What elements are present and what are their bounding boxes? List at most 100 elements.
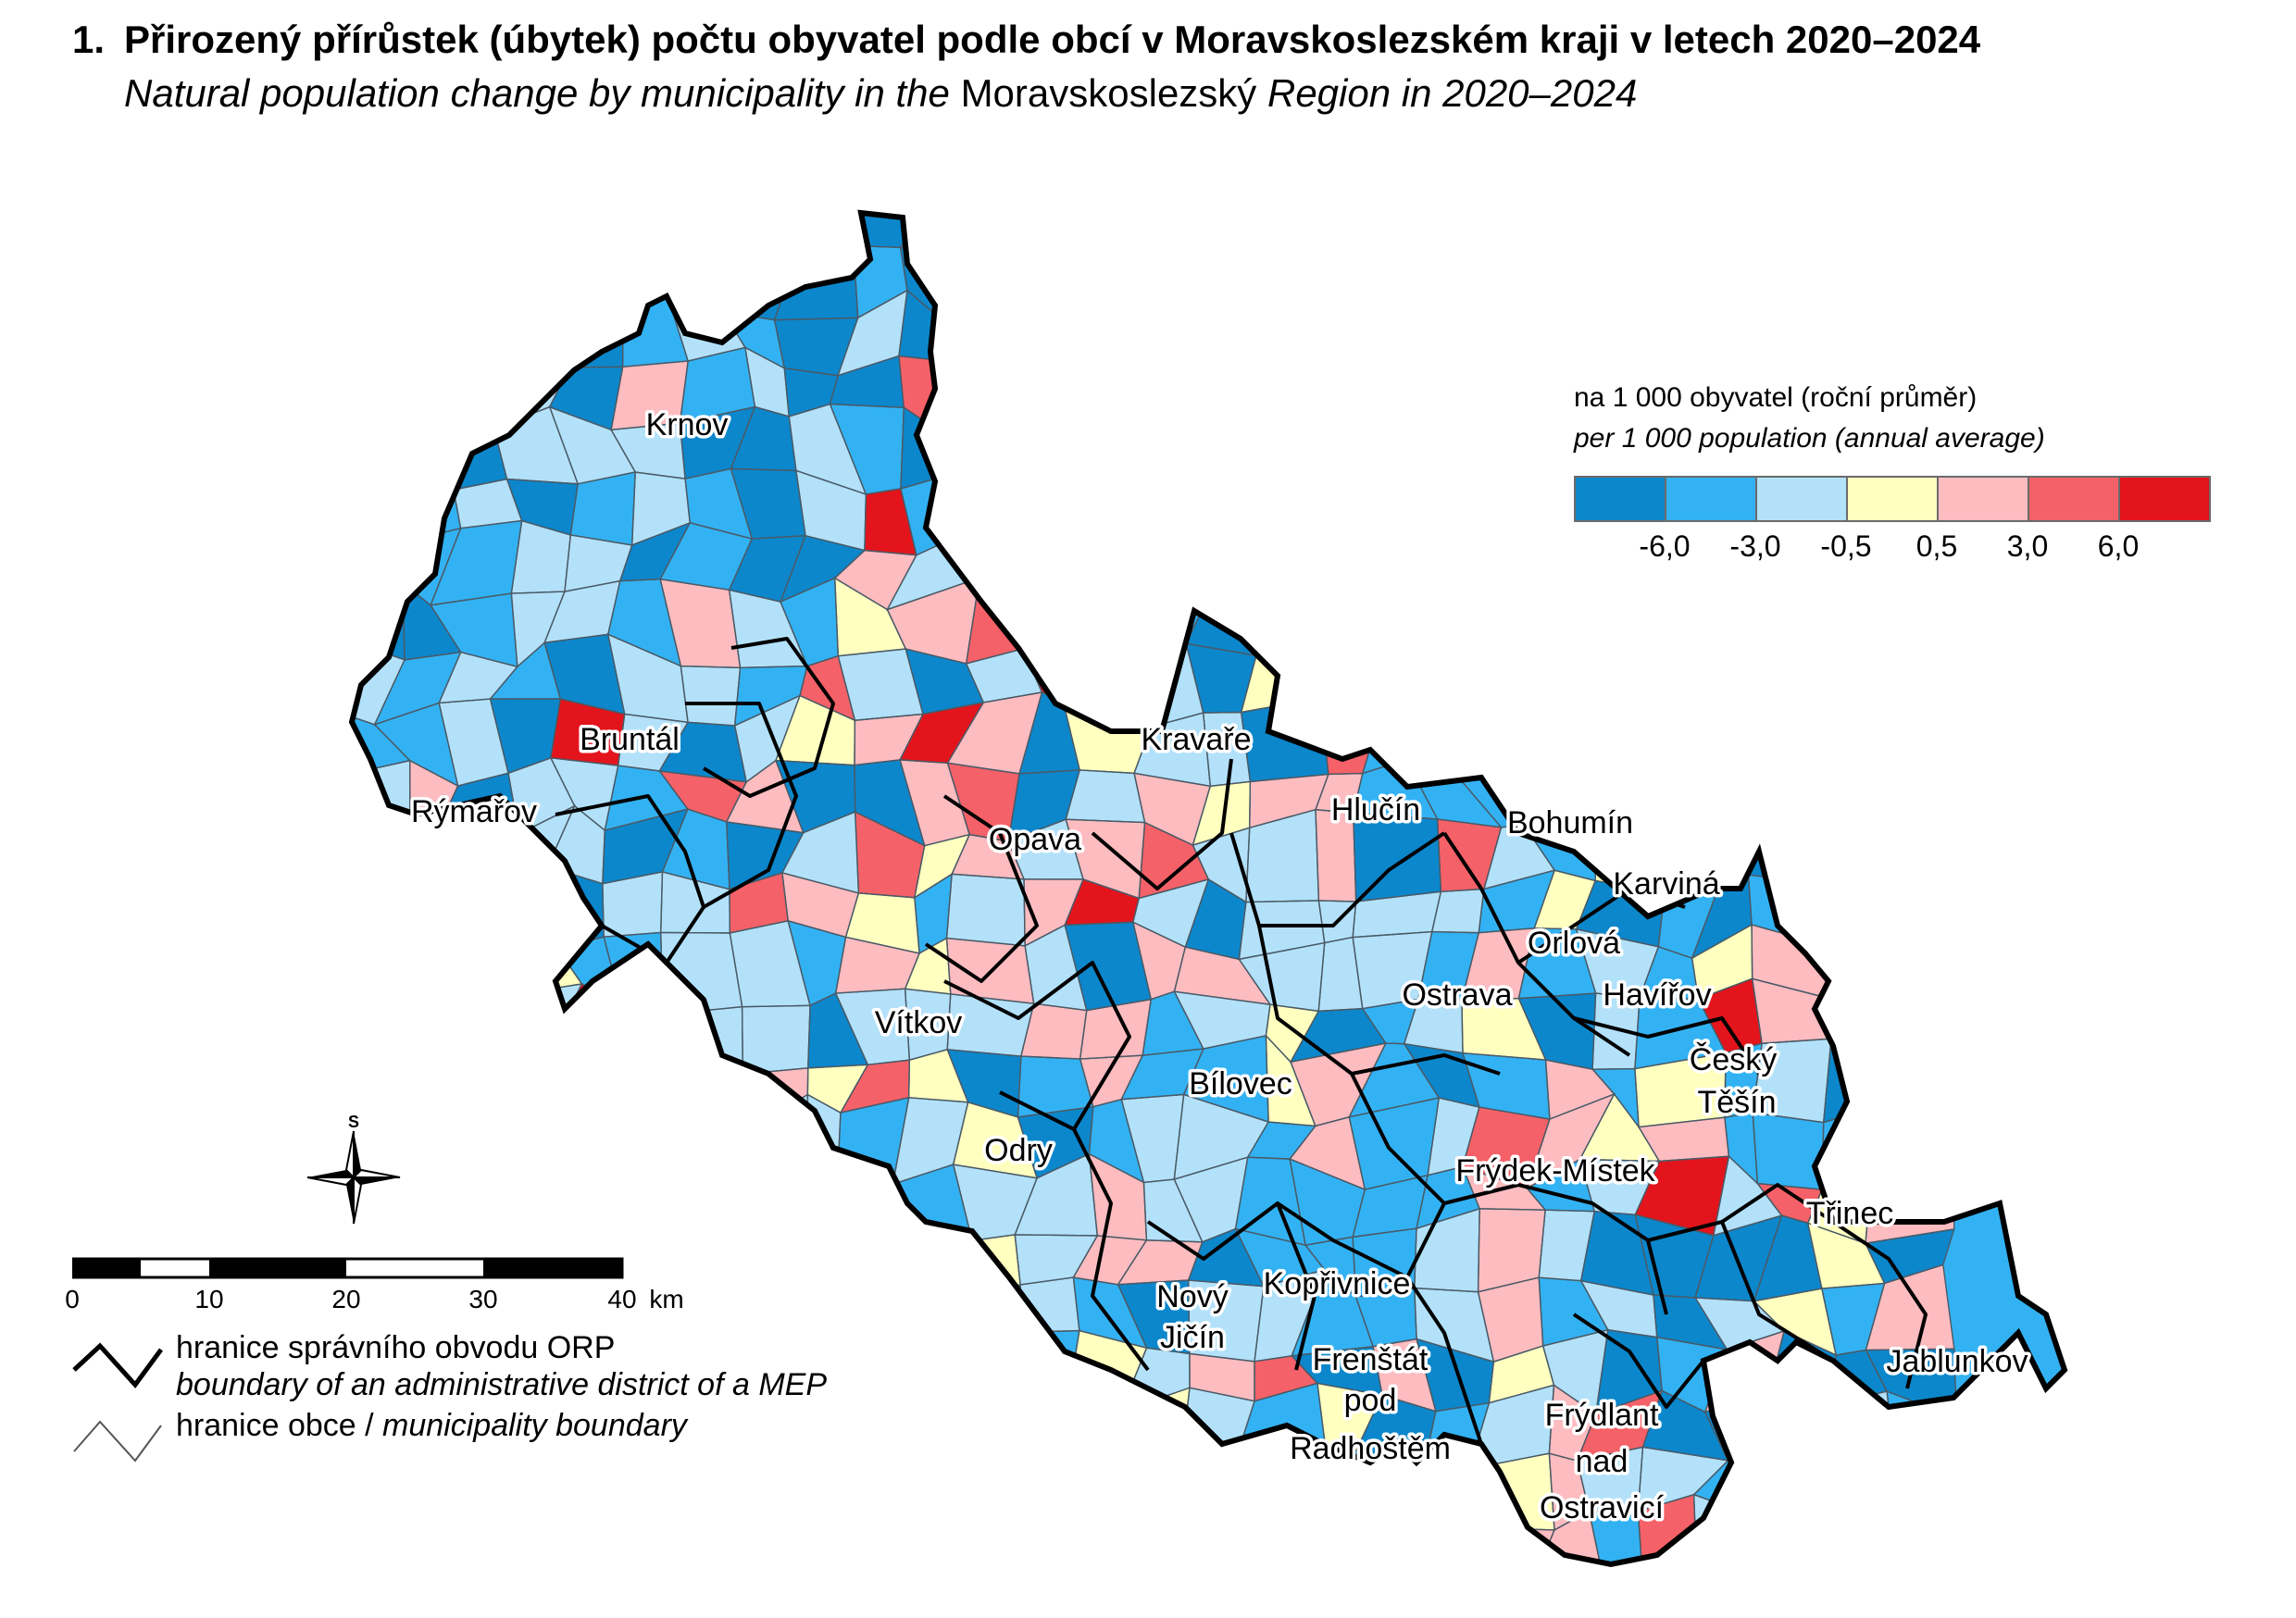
municipality-area xyxy=(1881,587,1950,659)
municipality-boundary xyxy=(1212,305,1264,372)
orp-boundary xyxy=(943,961,1131,1131)
municipality-area xyxy=(900,213,977,268)
municipality-area xyxy=(1119,1505,1205,1564)
municipality-area xyxy=(802,1287,845,1358)
municipality-boundary xyxy=(1255,236,1308,319)
municipality-area xyxy=(1092,290,1154,384)
municipality-boundary xyxy=(839,1356,925,1399)
municipality-area xyxy=(1764,635,1828,718)
municipality-boundary xyxy=(716,1504,802,1564)
municipality-area xyxy=(1576,928,1659,998)
municipality-area xyxy=(1751,778,1824,831)
municipality-area xyxy=(352,947,393,991)
municipality-boundary xyxy=(723,1284,813,1335)
municipality-area xyxy=(1233,1466,1329,1533)
municipality-area xyxy=(602,1170,684,1237)
municipality-area xyxy=(1249,774,1329,828)
municipality-area xyxy=(455,1163,521,1237)
municipality-area xyxy=(786,1437,846,1511)
municipality-boundary xyxy=(1404,690,1475,783)
municipality-boundary xyxy=(392,889,467,958)
municipality-area xyxy=(729,872,789,933)
municipality-boundary xyxy=(1582,302,1664,375)
municipality-area xyxy=(1353,931,1432,1009)
city-label: Karviná xyxy=(1613,866,1719,902)
municipality-area xyxy=(947,763,1020,841)
municipality-boundary xyxy=(1637,1493,1698,1564)
municipality-boundary xyxy=(1834,884,1891,949)
municipality-area xyxy=(1347,305,1414,353)
municipality-area xyxy=(952,1499,1035,1564)
municipality-boundary xyxy=(352,983,408,1052)
municipality-area xyxy=(660,522,753,591)
municipality-boundary xyxy=(552,1113,630,1181)
municipality-area xyxy=(1595,1329,1663,1414)
municipality-boundary xyxy=(1346,304,1415,353)
municipality-area xyxy=(1417,931,1479,1001)
municipality-boundary xyxy=(1575,213,1652,243)
municipality-area xyxy=(376,1445,436,1508)
municipality-area xyxy=(1315,809,1356,902)
municipality-area xyxy=(1527,588,1590,659)
municipality-area xyxy=(730,406,796,471)
municipality-boundary xyxy=(613,1036,676,1133)
municipality-area xyxy=(544,634,625,715)
municipality-area xyxy=(1532,242,1606,315)
municipality-area xyxy=(550,757,618,831)
municipality-boundary xyxy=(1256,528,1329,594)
municipality-area xyxy=(1152,323,1215,374)
municipality-area xyxy=(1257,529,1328,593)
municipality-area xyxy=(1874,1057,1924,1103)
municipality-area xyxy=(717,1437,796,1511)
municipality-area xyxy=(788,920,846,1006)
municipality-area xyxy=(1416,1338,1494,1412)
municipality-area xyxy=(726,821,804,890)
municipality-area xyxy=(662,809,730,890)
municipality-area xyxy=(1134,773,1211,846)
municipality-area xyxy=(666,1505,747,1564)
municipality-area xyxy=(659,770,747,822)
municipality-area xyxy=(742,1005,811,1075)
city-label: Bílovec xyxy=(1189,1066,1292,1101)
municipality-area xyxy=(1773,699,1828,782)
municipality-boundary xyxy=(1176,468,1271,555)
municipality-area xyxy=(1025,925,1087,1011)
municipality-area xyxy=(1020,1003,1087,1060)
municipality-boundary xyxy=(1180,1450,1266,1534)
municipality-boundary xyxy=(1705,607,1783,649)
orp-boundary-label-cz: hranice správního obvodu ORP xyxy=(176,1330,616,1365)
municipality-area xyxy=(914,834,970,898)
municipality-area xyxy=(1181,1388,1255,1467)
municipality-area xyxy=(845,892,920,953)
municipality-area xyxy=(1835,1437,1892,1532)
municipality-area xyxy=(1883,213,1937,268)
orp-boundary xyxy=(1720,1221,1835,1363)
municipality-boundary xyxy=(1061,213,1155,249)
municipality-boundary xyxy=(396,1092,466,1186)
municipality-area xyxy=(1004,290,1096,384)
municipality-area xyxy=(1212,305,1263,371)
municipality-boundary xyxy=(899,213,978,268)
municipality-area xyxy=(1579,1093,1660,1162)
municipality-area xyxy=(1489,1346,1554,1403)
municipality-area xyxy=(385,954,466,991)
orp-boundary xyxy=(1146,1201,1316,1371)
municipality-area xyxy=(1778,241,1834,330)
municipality-area xyxy=(1634,997,1727,1069)
municipality-area xyxy=(1355,1288,1417,1347)
municipality-area xyxy=(835,989,910,1065)
municipality-boundary xyxy=(785,1501,859,1564)
municipality-area xyxy=(1753,1039,1831,1123)
municipality-boundary xyxy=(978,464,1032,528)
title-en: Natural population change by municipalit… xyxy=(72,67,2294,120)
municipality-boundary xyxy=(1353,461,1430,542)
municipality-area xyxy=(352,465,408,544)
municipality-area xyxy=(660,871,730,933)
municipality-boundary xyxy=(352,1049,408,1103)
orp-boundary xyxy=(924,794,1039,983)
municipality-boundary xyxy=(1830,999,1897,1063)
legend-swatch xyxy=(1937,476,2029,522)
municipality-boundary xyxy=(1881,586,1951,660)
municipality-area xyxy=(1653,1295,1728,1350)
